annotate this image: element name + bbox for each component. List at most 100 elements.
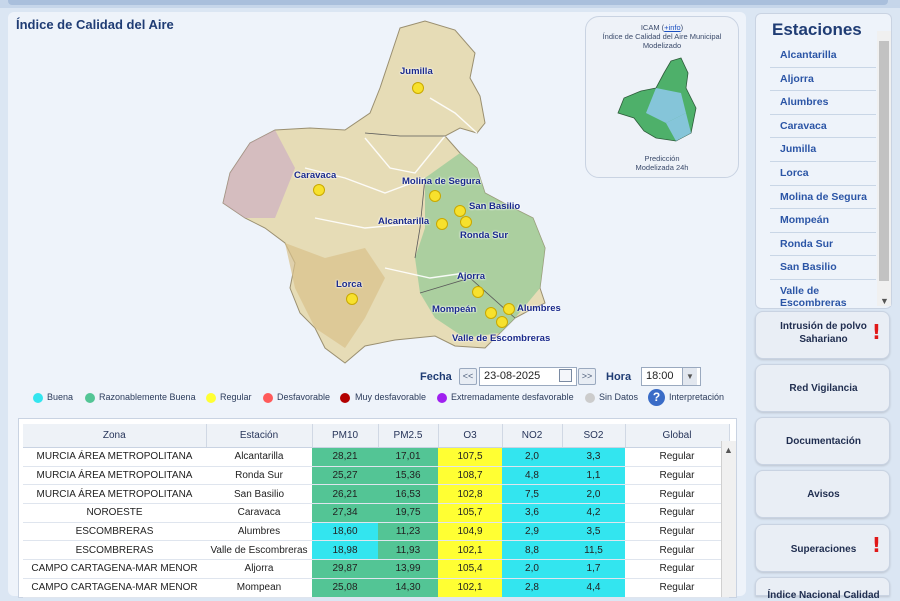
map-marker-jumilla[interactable] <box>412 82 424 94</box>
cell-so2: 1,1 <box>562 466 625 486</box>
indice-nacional-button[interactable]: Índice Nacional Calidad <box>755 577 890 601</box>
header-global[interactable]: Global <box>625 424 730 448</box>
sidebar-item-valle-escombreras[interactable]: Valle de Escombreras <box>770 280 876 314</box>
interpretation-link[interactable]: Interpretación <box>669 392 725 402</box>
header-zona[interactable]: Zona <box>23 424 207 448</box>
prev-day-button[interactable]: << <box>459 368 477 385</box>
calendar-icon[interactable] <box>559 369 572 382</box>
red-vigilancia-button[interactable]: Red Vigilancia <box>755 364 890 412</box>
avisos-button[interactable]: Avisos <box>755 470 890 518</box>
map-label-alcantarilla[interactable]: Alcantarilla <box>378 216 430 227</box>
cell-estacion: Caravaca <box>206 503 312 523</box>
header-so2[interactable]: SO2 <box>562 424 626 448</box>
icam-subtitle: Índice de Calidad del Aire Municipal <box>602 32 722 41</box>
legend-dot-sin-datos <box>585 393 595 403</box>
intrusion-polvo-button[interactable]: Intrusión de polvo Sahariano ! <box>755 311 890 359</box>
cell-estacion: Alcantarilla <box>206 447 312 467</box>
table-row[interactable]: CAMPO CARTAGENA-MAR MENOR Mompean 25,08 … <box>23 578 729 598</box>
map-marker-san-basilio[interactable] <box>454 205 466 217</box>
chevron-up-icon[interactable]: ▲ <box>724 445 733 455</box>
sidebar-item-molina[interactable]: Molina de Segura <box>770 186 876 210</box>
sidebar-item-caravaca[interactable]: Caravaca <box>770 115 876 139</box>
table-row[interactable]: MURCIA ÁREA METROPOLITANA Alcantarilla 2… <box>23 447 729 467</box>
icam-info-link[interactable]: +info <box>664 23 681 32</box>
map-label-molina[interactable]: Molina de Segura <box>402 176 481 187</box>
sidebar-item-mompean[interactable]: Mompeán <box>770 209 876 233</box>
cell-o3: 102,1 <box>438 578 502 598</box>
map-label-valle-escombreras[interactable]: Valle de Escombreras <box>452 333 551 344</box>
table-scrollbar[interactable]: ▲ <box>721 441 736 597</box>
table-row[interactable]: ESCOMBRERAS Alumbres 18,60 11,23 104,9 2… <box>23 522 729 542</box>
cell-global: Regular <box>625 466 729 486</box>
cell-pm10: 18,98 <box>312 540 378 561</box>
sidebar-item-san-basilio[interactable]: San Basilio <box>770 256 876 280</box>
page-title: Índice de Calidad del Aire <box>16 17 174 32</box>
icam-prediction-2: Modelizada 24h <box>635 163 689 172</box>
map-label-san-basilio[interactable]: San Basilio <box>469 201 521 212</box>
icam-prediction: Predicción <box>644 154 680 163</box>
header-pm25[interactable]: PM2.5 <box>378 424 439 448</box>
cell-pm25: 19,75 <box>378 503 438 523</box>
map-label-lorca[interactable]: Lorca <box>336 279 362 290</box>
superaciones-button[interactable]: Superaciones ! <box>755 524 890 572</box>
table-row[interactable]: ESCOMBRERAS Valle de Escombreras 18,98 1… <box>23 540 729 561</box>
map-marker-molina[interactable] <box>429 190 441 202</box>
map-green-zone <box>415 153 545 338</box>
sidebar-scroll-thumb[interactable] <box>879 41 889 281</box>
cell-zona: CAMPO CARTAGENA-MAR MENOR <box>23 578 206 598</box>
cell-pm25: 11,93 <box>378 540 438 561</box>
table-row[interactable]: MURCIA ÁREA METROPOLITANA Ronda Sur 25,2… <box>23 466 729 486</box>
cell-no2: 8,8 <box>502 540 562 561</box>
icam-mini-map[interactable] <box>586 53 738 153</box>
alert-icon: ! <box>871 320 881 344</box>
map-label-ronda-sur[interactable]: Ronda Sur <box>460 230 509 241</box>
sidebar-item-aljorra[interactable]: Aljorra <box>770 68 876 92</box>
table-row[interactable]: NOROESTE Caravaca 27,34 19,75 105,7 3,6 … <box>23 503 729 523</box>
sidebar-item-alcantarilla[interactable]: Alcantarilla <box>770 44 876 68</box>
cell-global: Regular <box>625 522 729 542</box>
sidebar-scrollbar[interactable]: ▼ <box>877 31 891 306</box>
cell-so2: 4,4 <box>562 578 625 598</box>
map-marker-valle-escombreras[interactable] <box>496 316 508 328</box>
date-label: Fecha <box>420 371 452 383</box>
chevron-down-icon[interactable]: ▼ <box>880 296 889 306</box>
legend-dot-extremadamente <box>437 393 447 403</box>
header-no2[interactable]: NO2 <box>502 424 563 448</box>
cell-estacion: Mompean <box>206 578 312 598</box>
sidebar-item-lorca[interactable]: Lorca <box>770 162 876 186</box>
map-marker-alcantarilla[interactable] <box>436 218 448 230</box>
map-marker-mompean[interactable] <box>485 307 497 319</box>
icam-panel[interactable]: ICAM (+info) Índice de Calidad del Aire … <box>585 16 739 178</box>
region-map[interactable] <box>215 18 555 368</box>
cell-o3: 105,7 <box>438 503 502 523</box>
legend-label-desfavorable: Desfavorable <box>277 392 331 402</box>
table-row[interactable]: MURCIA ÁREA METROPOLITANA San Basilio 26… <box>23 484 729 505</box>
sidebar-item-jumilla[interactable]: Jumilla <box>770 138 876 162</box>
map-label-jumilla[interactable]: Jumilla <box>400 66 433 77</box>
next-day-button[interactable]: >> <box>578 368 596 385</box>
map-label-alumbres[interactable]: Alumbres <box>517 303 561 314</box>
cell-estacion: San Basilio <box>206 484 312 505</box>
table-row[interactable]: CAMPO CARTAGENA-MAR MENOR Aljorra 29,87 … <box>23 559 729 579</box>
header-pm10[interactable]: PM10 <box>312 424 379 448</box>
header-estacion[interactable]: Estación <box>206 424 313 448</box>
air-quality-table: Zona Estación PM10 PM2.5 O3 NO2 SO2 Glob… <box>18 418 737 598</box>
header-o3[interactable]: O3 <box>438 424 503 448</box>
map-label-ajorra[interactable]: Ajorra <box>457 271 485 282</box>
documentacion-button[interactable]: Documentación <box>755 417 890 465</box>
date-input[interactable]: 23-08-2025 <box>479 367 577 386</box>
map-marker-lorca[interactable] <box>346 293 358 305</box>
chevron-down-icon[interactable]: ▼ <box>682 368 697 385</box>
map-label-mompean[interactable]: Mompeán <box>432 304 477 315</box>
map-marker-ajorra[interactable] <box>472 286 484 298</box>
sidebar-item-alumbres[interactable]: Alumbres <box>770 91 876 115</box>
map-marker-ronda-sur[interactable] <box>460 216 472 228</box>
map-marker-alumbres[interactable] <box>503 303 515 315</box>
help-icon[interactable]: ? <box>648 389 665 406</box>
map-label-caravaca[interactable]: Caravaca <box>294 170 337 181</box>
map-marker-caravaca[interactable] <box>313 184 325 196</box>
alert-icon: ! <box>871 533 881 557</box>
station-list: Alcantarilla Aljorra Alumbres Caravaca J… <box>770 44 876 314</box>
sidebar-item-ronda-sur[interactable]: Ronda Sur <box>770 233 876 257</box>
legend-dot-regular <box>206 393 216 403</box>
